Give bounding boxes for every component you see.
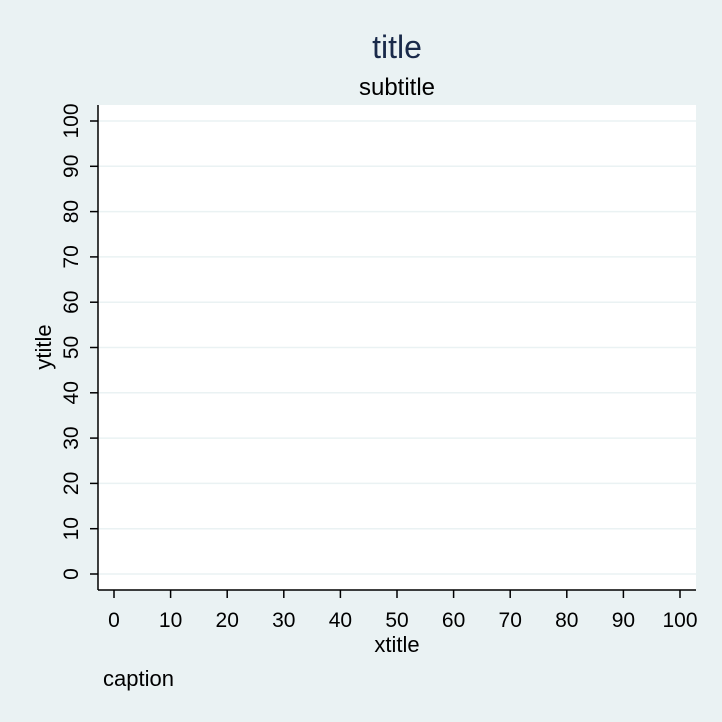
y-tick-label: 50 bbox=[60, 336, 83, 359]
x-tick-label: 40 bbox=[329, 609, 352, 632]
y-tick-label: 60 bbox=[60, 291, 83, 314]
x-tick-label: 80 bbox=[555, 609, 578, 632]
y-tick-label: 0 bbox=[60, 568, 83, 580]
y-axis-label: ytitle bbox=[31, 324, 56, 369]
y-tick-label: 80 bbox=[60, 200, 83, 223]
y-tick-label: 70 bbox=[60, 245, 83, 268]
x-tick-label: 50 bbox=[385, 609, 408, 632]
y-axis-ticks: 0 10 20 30 40 50 60 70 80 90 100 bbox=[60, 103, 98, 580]
y-tick-label: 10 bbox=[60, 517, 83, 540]
y-tick-label: 90 bbox=[60, 155, 83, 178]
x-axis-ticks: 0 10 20 30 40 50 60 70 80 90 100 bbox=[108, 590, 698, 632]
x-tick-label: 0 bbox=[108, 609, 120, 632]
x-tick-label: 100 bbox=[662, 609, 697, 632]
chart-subtitle: subtitle bbox=[359, 74, 435, 101]
x-tick-label: 70 bbox=[499, 609, 522, 632]
x-tick-label: 20 bbox=[216, 609, 239, 632]
y-tick-label: 100 bbox=[60, 103, 83, 138]
y-tick-label: 40 bbox=[60, 381, 83, 404]
x-tick-label: 90 bbox=[612, 609, 635, 632]
x-axis-label: xtitle bbox=[374, 632, 419, 657]
chart-title: title bbox=[372, 29, 422, 65]
chart-caption: caption bbox=[103, 666, 174, 691]
gridlines bbox=[98, 120, 696, 575]
x-tick-label: 10 bbox=[159, 609, 182, 632]
x-tick-label: 60 bbox=[442, 609, 465, 632]
y-tick-label: 20 bbox=[60, 472, 83, 495]
x-tick-label: 30 bbox=[272, 609, 295, 632]
y-tick-label: 30 bbox=[60, 426, 83, 449]
